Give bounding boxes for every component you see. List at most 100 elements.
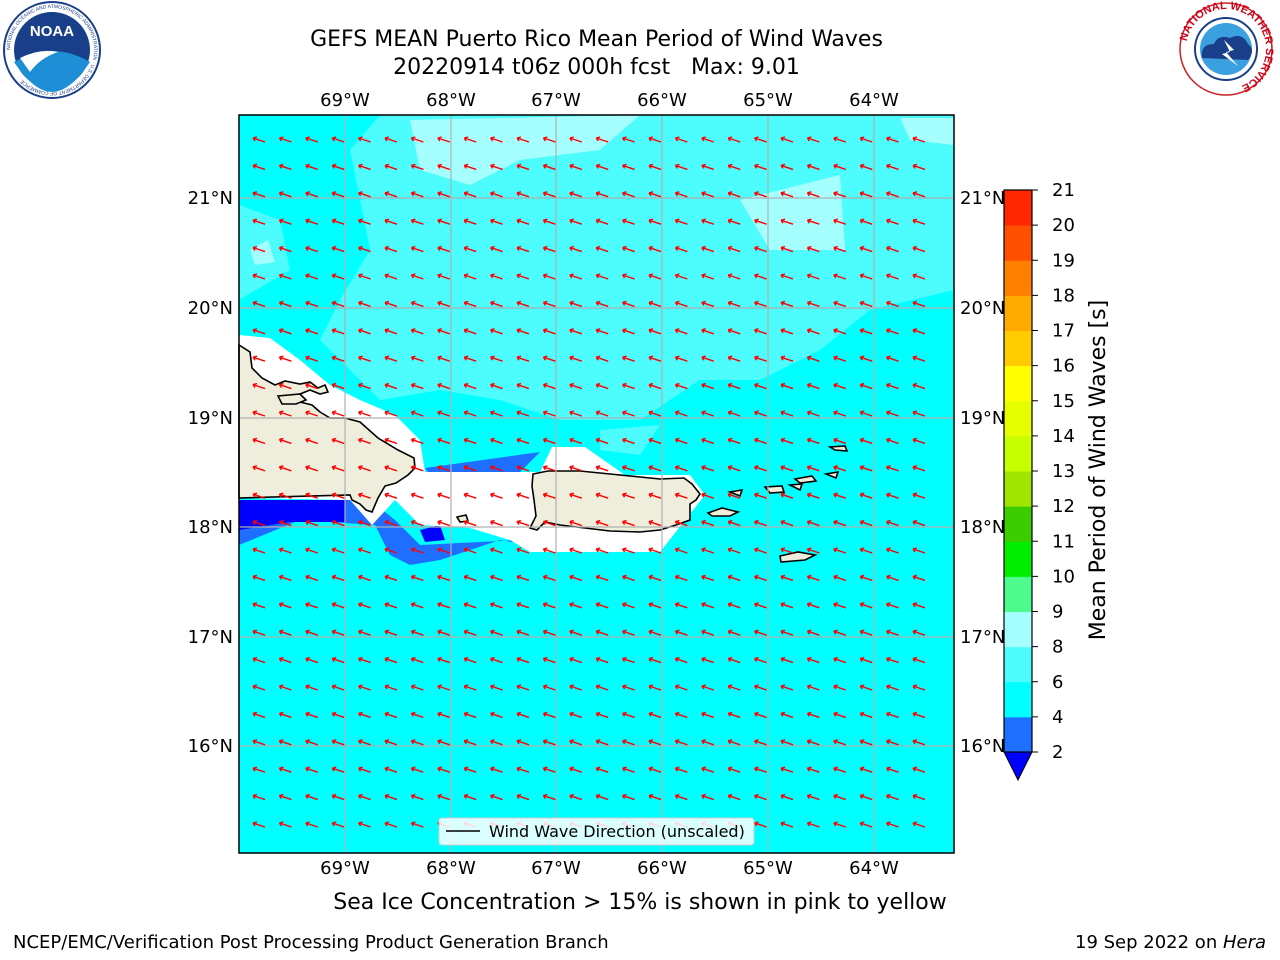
colorbar-segment — [1004, 435, 1032, 472]
wave-direction-arrow — [912, 711, 926, 719]
wave-direction-arrow — [674, 739, 688, 746]
wave-direction-arrow — [727, 273, 741, 280]
colorbar-segment — [1004, 716, 1032, 753]
wave-direction-arrow — [252, 711, 266, 719]
wave-direction-arrow — [331, 218, 345, 225]
wave-direction-arrow — [278, 382, 292, 390]
wave-direction-arrow — [780, 218, 794, 225]
wave-direction-arrow — [595, 328, 609, 335]
wave-direction-arrow — [542, 136, 556, 143]
wave-direction-arrow — [542, 574, 556, 582]
wave-direction-arrow — [542, 273, 556, 280]
wave-direction-arrow — [674, 711, 688, 719]
colorbar-tick-label: 18 — [1052, 285, 1075, 306]
wave-direction-arrow — [595, 766, 609, 773]
lon-label-top: 69°W — [320, 90, 370, 111]
wave-direction-arrow — [358, 492, 371, 499]
wave-direction-arrow — [463, 793, 477, 801]
wave-direction-arrow — [648, 355, 662, 362]
wave-direction-arrow — [859, 793, 873, 801]
wave-direction-arrow — [780, 355, 794, 362]
wave-direction-arrow — [754, 574, 767, 582]
wave-direction-arrow — [384, 355, 398, 362]
wave-direction-arrow — [569, 273, 583, 280]
wave-direction-arrow — [833, 410, 847, 417]
wave-direction-arrow — [278, 793, 292, 801]
lat-label-right: 20°N — [960, 298, 1005, 319]
wave-direction-arrow — [384, 684, 398, 691]
wave-direction-arrow — [384, 492, 398, 499]
wave-direction-arrow — [859, 766, 873, 773]
wave-direction-arrow — [358, 136, 371, 143]
wave-direction-arrow — [437, 328, 451, 335]
st-croix — [779, 551, 818, 563]
wave-direction-arrow — [754, 547, 767, 554]
wave-direction-arrow — [569, 547, 583, 554]
wave-direction-arrow — [859, 191, 873, 198]
wave-direction-arrow — [859, 273, 873, 280]
wave-direction-arrow — [754, 191, 767, 198]
wave-direction-arrow — [701, 218, 715, 225]
wave-direction-arrow — [278, 656, 292, 664]
wave-direction-arrow — [331, 273, 345, 280]
wave-direction-arrow — [437, 191, 451, 198]
wave-direction-arrow — [886, 191, 899, 198]
wave-direction-arrow — [278, 602, 292, 609]
wave-direction-arrow — [859, 300, 873, 308]
wave-direction-arrow — [833, 218, 847, 225]
wave-direction-arrow — [410, 410, 424, 417]
wave-direction-arrow — [727, 602, 741, 609]
virgin-gorda — [823, 470, 840, 480]
colorbar-segment — [1004, 400, 1032, 437]
wave-direction-arrow — [833, 437, 847, 445]
wave-direction-arrow — [569, 656, 583, 664]
wave-direction-arrow — [780, 684, 794, 691]
wave-direction-arrow — [701, 766, 715, 773]
wave-direction-arrow — [780, 739, 794, 746]
title-line-2: 20220914 t06z 000h fcst Max: 9.01 — [393, 55, 800, 80]
wave-direction-arrow — [754, 684, 767, 691]
wave-direction-arrow — [886, 547, 899, 554]
wave-direction-arrow — [859, 355, 873, 362]
wave-direction-arrow — [859, 684, 873, 691]
colorbar-extend-triangle — [1003, 751, 1033, 782]
wave-direction-arrow — [886, 465, 899, 472]
wave-direction-arrow — [331, 766, 345, 773]
wave-direction-arrow — [410, 739, 424, 746]
wave-direction-arrow — [833, 519, 847, 527]
wave-direction-arrow — [780, 328, 794, 335]
wave-direction-arrow — [384, 793, 398, 801]
wave-direction-arrow — [648, 711, 662, 719]
wave-direction-arrow — [305, 547, 319, 554]
wave-direction-arrow — [622, 273, 635, 280]
wave-direction-arrow — [701, 465, 715, 472]
wave-direction-arrow — [754, 300, 767, 308]
wave-direction-arrow — [331, 136, 345, 143]
wave-direction-arrow — [833, 328, 847, 335]
colorbar-segment — [1004, 365, 1032, 402]
wave-direction-arrow — [331, 437, 345, 445]
wave-direction-arrow — [754, 656, 767, 664]
wave-direction-arrow — [278, 684, 292, 691]
wave-direction-arrow — [859, 465, 873, 472]
wave-direction-arrow — [463, 355, 477, 362]
wave-direction-arrow — [516, 273, 530, 280]
wave-direction-arrow — [437, 766, 451, 773]
wave-direction-arrow — [912, 300, 926, 308]
wave-direction-arrow — [859, 519, 873, 527]
wave-direction-arrow — [806, 656, 820, 664]
wave-direction-arrow — [542, 437, 556, 445]
wave-direction-arrow — [859, 711, 873, 719]
wave-direction-arrow — [674, 218, 688, 225]
wave-direction-arrow — [516, 602, 530, 609]
wave-direction-arrow — [674, 547, 688, 554]
wave-direction-arrow — [912, 355, 926, 362]
wave-direction-arrow — [780, 519, 794, 527]
wave-direction-arrow — [595, 410, 609, 417]
wave-direction-arrow — [674, 629, 688, 636]
wave-direction-arrow — [595, 273, 609, 280]
land-masses — [238, 343, 849, 563]
wave-direction-arrow — [648, 191, 662, 198]
wave-direction-arrow — [516, 382, 530, 390]
wave-direction-arrow — [886, 766, 899, 773]
